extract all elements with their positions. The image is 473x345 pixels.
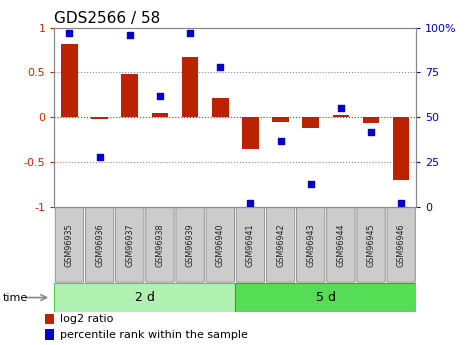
Bar <box>242 117 259 149</box>
Text: GSM96935: GSM96935 <box>65 223 74 267</box>
Point <box>156 93 164 99</box>
FancyBboxPatch shape <box>357 208 385 282</box>
Point <box>337 106 345 111</box>
Text: GSM96939: GSM96939 <box>185 223 194 267</box>
Text: GSM96941: GSM96941 <box>246 223 255 267</box>
Text: GSM96944: GSM96944 <box>336 223 345 267</box>
FancyBboxPatch shape <box>206 208 235 282</box>
FancyBboxPatch shape <box>387 208 415 282</box>
Point <box>246 201 254 206</box>
Text: 5 d: 5 d <box>316 291 336 304</box>
Text: GDS2566 / 58: GDS2566 / 58 <box>54 11 161 27</box>
Bar <box>91 117 108 119</box>
Bar <box>122 74 138 117</box>
FancyBboxPatch shape <box>86 208 114 282</box>
Bar <box>182 57 198 117</box>
Point <box>217 64 224 70</box>
Point <box>96 154 104 159</box>
Bar <box>212 98 228 117</box>
Text: GSM96938: GSM96938 <box>156 223 165 267</box>
Bar <box>61 44 78 117</box>
Bar <box>393 117 410 180</box>
Bar <box>45 329 54 340</box>
Text: GSM96936: GSM96936 <box>95 223 104 267</box>
Text: GSM96940: GSM96940 <box>216 223 225 267</box>
Text: GSM96945: GSM96945 <box>367 223 376 267</box>
Text: percentile rank within the sample: percentile rank within the sample <box>60 330 248 340</box>
FancyBboxPatch shape <box>55 208 84 282</box>
Bar <box>363 117 379 123</box>
Point <box>397 201 405 206</box>
Bar <box>302 117 319 128</box>
Point <box>66 30 73 36</box>
Text: GSM96942: GSM96942 <box>276 223 285 267</box>
FancyBboxPatch shape <box>327 208 355 282</box>
FancyBboxPatch shape <box>236 208 264 282</box>
Bar <box>45 314 54 324</box>
Text: time: time <box>2 293 27 303</box>
Text: 2 d: 2 d <box>135 291 155 304</box>
Bar <box>152 113 168 117</box>
Point <box>367 129 375 135</box>
Bar <box>54 283 235 312</box>
Point <box>126 32 133 38</box>
Bar <box>272 117 289 122</box>
Point <box>307 181 315 186</box>
FancyBboxPatch shape <box>146 208 174 282</box>
FancyBboxPatch shape <box>297 208 325 282</box>
Bar <box>235 283 416 312</box>
Text: log2 ratio: log2 ratio <box>60 314 113 324</box>
FancyBboxPatch shape <box>266 208 295 282</box>
Point <box>186 30 194 36</box>
FancyBboxPatch shape <box>176 208 204 282</box>
Text: GSM96946: GSM96946 <box>397 223 406 267</box>
Point <box>277 138 284 144</box>
FancyBboxPatch shape <box>115 208 144 282</box>
Bar <box>333 115 349 117</box>
Text: GSM96943: GSM96943 <box>306 223 315 267</box>
Text: GSM96937: GSM96937 <box>125 223 134 267</box>
